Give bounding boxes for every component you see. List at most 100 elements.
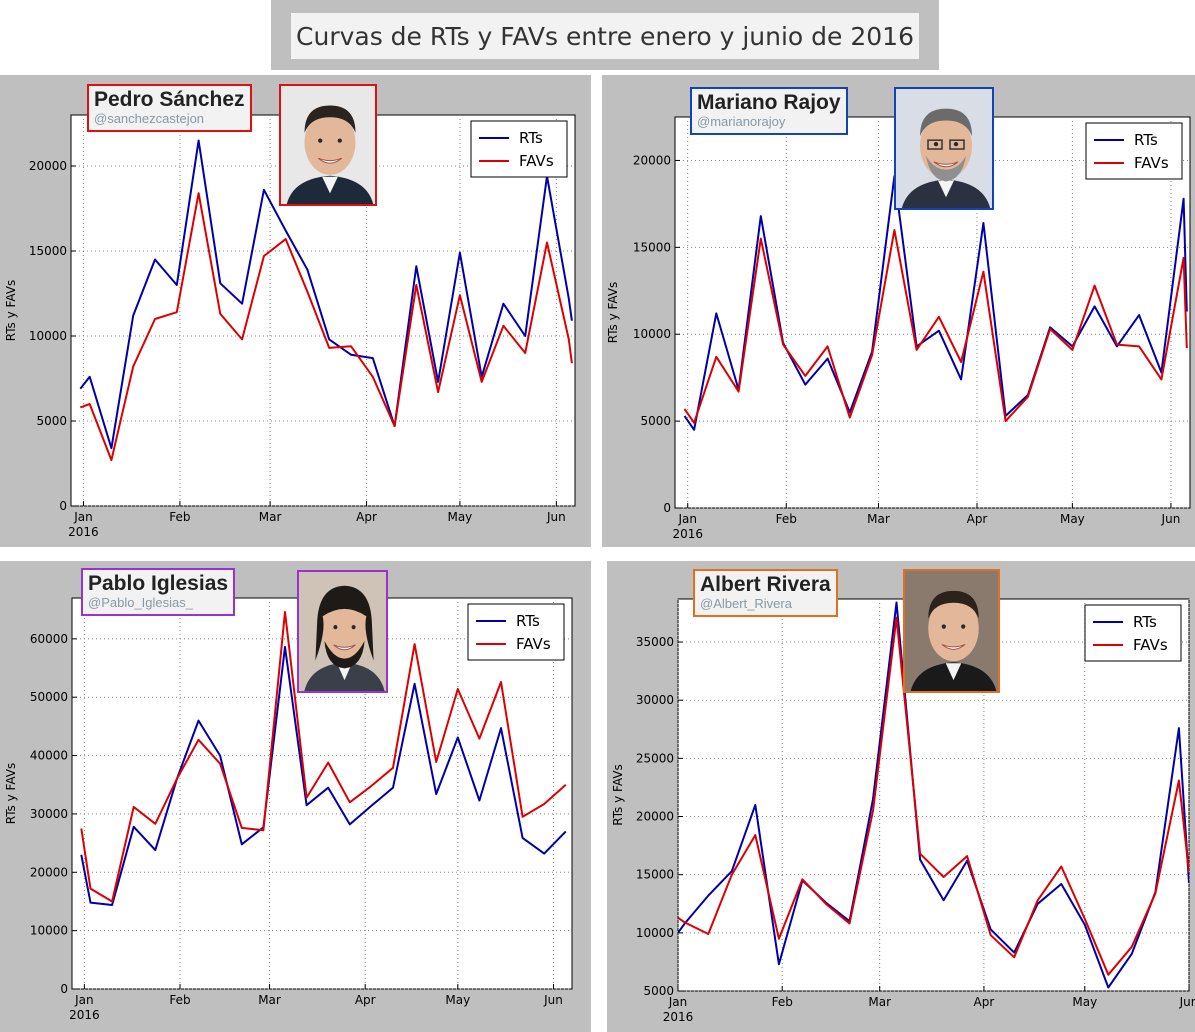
y-tick-label: 10000 [29,329,67,343]
portrait-icon [896,89,992,208]
y-tick-label: 30000 [636,693,674,707]
series-line-rts [678,601,1189,989]
series-line-rts [683,175,1188,431]
person-label: Pedro Sánchez @sanchezcastejon [87,84,252,132]
x-tick-label: May [1060,512,1085,526]
x-tick-label: Jun [1179,995,1195,1009]
chart-svg: 5000 10000 15000 20000 25000 30000 35000 Jan Feb… [611,598,1195,1024]
y-tick-label: 50000 [30,690,68,704]
legend-box [1085,122,1183,180]
legend-label-rts: RTs [1133,613,1157,631]
x-tick-label: Jun [1161,512,1181,526]
y-tick-label: 10000 [633,327,671,341]
x-tick-label: Jan [677,512,697,526]
y-tick-label: 20000 [636,810,674,824]
legend-box [1084,604,1182,662]
series-line-favs [79,192,573,462]
series-line-favs [678,616,1189,976]
y-axis-label: RTs y FAVs [4,763,18,825]
legend-label-rts: RTs [516,612,540,630]
legend-label-favs: FAVs [516,635,551,653]
series-line-favs [80,611,567,903]
y-axis-label: RTs y FAVs [4,280,18,342]
chart-panel-1: 0 5000 10000 15000 20000 Jan Feb Mar Apr May Jun 20… [0,75,591,547]
portrait-icon [299,572,386,691]
person-name: Pedro Sánchez [94,88,245,111]
x-tick-label: Mar [867,512,890,526]
person-label: Albert Rivera @Albert_Rivera [693,569,838,617]
portrait-photo [894,87,994,210]
x-tick-label: Jun [543,993,563,1007]
y-tick-label: 25000 [636,751,674,765]
person-name: Mariano Rajoy [697,91,841,114]
x-tick-label: Mar [258,993,281,1007]
person-handle: @Albert_Rivera [700,596,792,611]
y-tick-label: 15000 [29,244,67,258]
x-tick-label: May [447,510,472,524]
x-tick-label: Apr [356,510,377,524]
portrait-icon [281,86,375,204]
portrait-icon [905,571,998,691]
y-tick-label: 5000 [36,414,67,428]
legend-label-favs: FAVs [1134,154,1169,172]
y-tick-label: 20000 [29,159,67,173]
x-tick-label: Apr [355,993,376,1007]
y-axis-label: RTs y FAVs [611,764,625,826]
x-tick-label: Apr [967,512,988,526]
x-tick-label: Mar [259,510,282,524]
legend-box [467,603,565,661]
legend-label-favs: FAVs [519,152,554,170]
chart-panel-3: 0 10000 20000 30000 40000 50000 60000 Jan Feb Mar… [0,561,591,1032]
person-handle: @sanchezcastejon [94,111,205,126]
legend-box [470,120,568,178]
x-year-label: 2016 [672,527,703,541]
portrait-photo [903,569,1000,693]
title-inner: Curvas de RTs y FAVs entre enero y junio… [291,13,919,59]
y-tick-label: 40000 [30,749,68,763]
y-tick-label: 30000 [30,807,68,821]
x-tick-label: Feb [772,995,793,1009]
portrait-photo [297,570,388,693]
x-tick-label: Jan [668,995,688,1009]
person-name: Pablo Iglesias [88,572,229,595]
series-line-rts [80,646,567,906]
x-tick-label: Jun [546,510,566,524]
legend-label-favs: FAVs [1133,636,1168,654]
x-tick-label: Jan [73,510,93,524]
title-box: Curvas de RTs y FAVs entre enero y junio… [271,0,939,70]
x-year-label: 2016 [68,525,99,539]
y-tick-label: 5000 [643,984,674,998]
page-title: Curvas de RTs y FAVs entre enero y junio… [296,21,914,51]
x-year-label: 2016 [663,1010,694,1024]
x-tick-label: Mar [868,995,891,1009]
x-tick-label: May [1072,995,1097,1009]
y-axis-label: RTs y FAVs [606,282,620,344]
x-tick-label: Feb [776,512,797,526]
y-tick-label: 0 [59,499,67,513]
y-tick-label: 10000 [30,924,68,938]
series-line-favs [683,229,1188,424]
x-tick-label: Apr [974,995,995,1009]
y-tick-label: 35000 [636,635,674,649]
chart-svg: 0 10000 20000 30000 40000 50000 60000 Jan Feb Mar… [4,597,573,1022]
person-name: Albert Rivera [700,573,831,596]
y-tick-label: 15000 [636,868,674,882]
legend-label-rts: RTs [1134,131,1158,149]
y-tick-label: 20000 [30,865,68,879]
x-year-label: 2016 [69,1008,100,1022]
series-line-rts [79,139,573,450]
person-handle: @marianorajoy [697,114,786,129]
chart-panel-2: 0 5000 10000 15000 20000 Jan Feb Mar Apr May Jun 20… [602,75,1195,547]
y-tick-label: 5000 [640,414,671,428]
x-tick-label: Feb [169,993,190,1007]
y-tick-label: 0 [663,501,671,515]
person-handle: @Pablo_Iglesias_ [88,595,193,610]
x-tick-label: Jan [74,993,94,1007]
person-label: Pablo Iglesias @Pablo_Iglesias_ [81,568,236,616]
chart-panel-4: 5000 10000 15000 20000 25000 30000 35000 Jan Feb… [607,561,1195,1032]
y-tick-label: 10000 [636,926,674,940]
y-tick-label: 60000 [30,632,68,646]
x-tick-label: May [445,993,470,1007]
y-tick-label: 0 [60,982,68,996]
portrait-photo [279,84,377,206]
